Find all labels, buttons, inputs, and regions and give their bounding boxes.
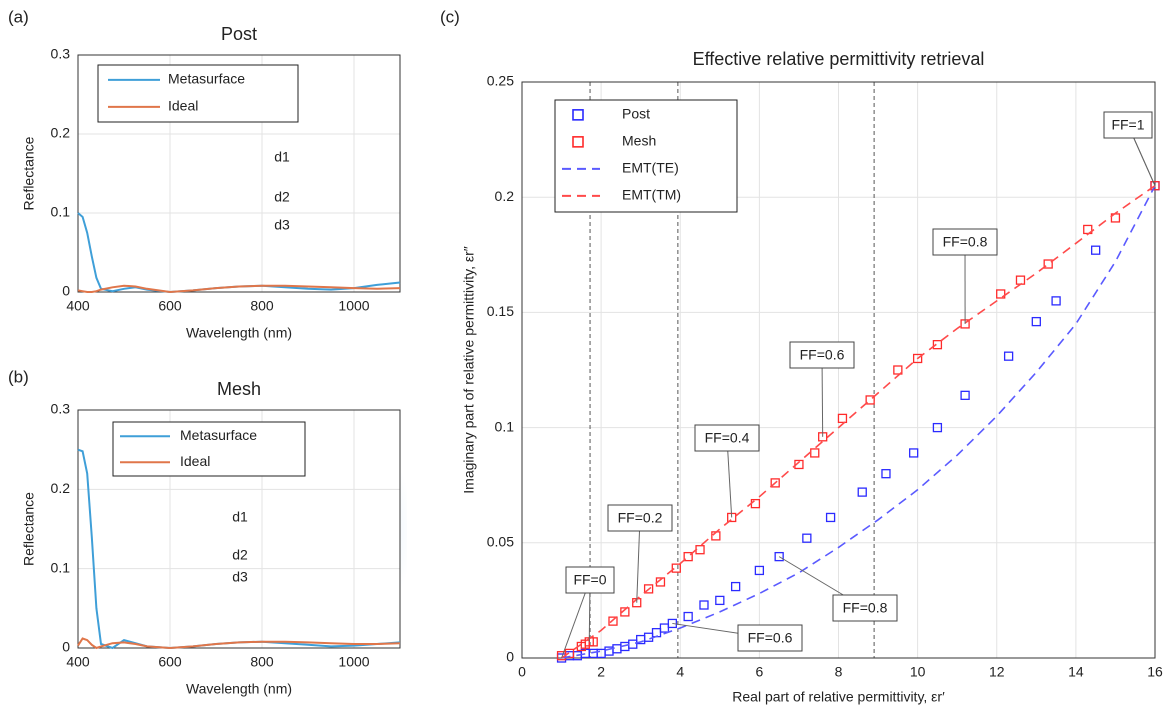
legend-label: EMT(TE) (622, 160, 679, 176)
legend-label: Metasurface (180, 427, 257, 443)
dimension-label: d3 (232, 569, 248, 585)
y-tick-label: 0.2 (495, 188, 515, 204)
x-tick-label: 0 (518, 664, 526, 680)
y-tick-label: 0 (62, 639, 70, 655)
x-axis-label: Wavelength (nm) (186, 325, 292, 341)
x-tick-label: 1000 (338, 298, 369, 314)
dimension-label: d2 (274, 189, 290, 205)
x-axis-label: Wavelength (nm) (186, 681, 292, 697)
y-tick-label: 0.3 (51, 401, 71, 417)
page: 400600800100000.10.20.3(a)PostWavelength… (0, 0, 1165, 710)
x-tick-label: 10 (910, 664, 926, 680)
legend-label: Metasurface (168, 71, 245, 87)
callout-label: FF=1 (1111, 117, 1144, 133)
callout-label: FF=0.2 (618, 510, 663, 526)
callout-label: FF=0 (573, 572, 606, 588)
legend-label: Post (622, 106, 650, 122)
x-tick-label: 1000 (338, 654, 369, 670)
legend-label: Ideal (180, 453, 210, 469)
dimension-label: d1 (232, 509, 248, 525)
dimension-label: d1 (274, 149, 290, 165)
panel-label: (b) (8, 367, 29, 386)
y-tick-label: 0.3 (51, 46, 71, 62)
panel: 400 600 800 1000 0 0.1 0.2 0.3 (b) Mesh Wavelength… (8, 367, 400, 696)
callout-label: FF=0.6 (748, 630, 793, 646)
chart-title: Post (221, 24, 257, 44)
y-tick-label: 0.1 (51, 559, 71, 575)
dimension-label: d3 (274, 217, 290, 233)
x-tick-label: 14 (1068, 664, 1084, 680)
legend-label: EMT(TM) (622, 187, 681, 203)
x-tick-label: 12 (989, 664, 1005, 680)
x-tick-label: 16 (1147, 664, 1163, 680)
legend-label: Mesh (622, 133, 656, 149)
x-tick-label: 800 (250, 654, 274, 670)
legend-label: Ideal (168, 98, 198, 114)
callout-label: FF=0.8 (843, 600, 888, 616)
y-tick-label: 0.25 (487, 73, 514, 89)
x-tick-label: 400 (66, 654, 90, 670)
y-tick-label: 0.1 (51, 204, 71, 220)
x-tick-label: 600 (158, 298, 182, 314)
callout-label: FF=0.4 (705, 430, 750, 446)
chart-title: Mesh (217, 379, 261, 399)
x-tick-label: 800 (250, 298, 274, 314)
y-tick-label: 0.05 (487, 534, 514, 550)
y-tick-label: 0 (506, 649, 514, 665)
dimension-label: d2 (232, 547, 248, 563)
panel-label: (c) (440, 7, 460, 26)
y-axis-label: Reflectance (21, 136, 37, 210)
x-tick-label: 6 (755, 664, 763, 680)
x-tick-label: 4 (676, 664, 684, 680)
callout-label: FF=0.6 (800, 347, 845, 363)
panel: 0 2 4 6 8 10 12 14 16 0 0.05 0.1 0.15 0.2 0.25 (c) Effec… (440, 7, 1163, 704)
y-axis-label: Reflectance (21, 492, 37, 566)
y-axis-label: Imaginary part of relative permittivity,… (461, 246, 477, 493)
x-axis-label: Real part of relative permittivity, εr′ (732, 689, 945, 705)
panel: 400 600 800 1000 0 0.1 0.2 0.3 (a) Post Wavelength… (8, 7, 400, 340)
callout-label: FF=0.8 (943, 234, 988, 250)
y-tick-label: 0.15 (487, 303, 514, 319)
x-tick-label: 400 (66, 298, 90, 314)
y-tick-label: 0.2 (51, 125, 71, 141)
y-tick-label: 0 (62, 283, 70, 299)
x-tick-label: 600 (158, 654, 182, 670)
x-tick-label: 8 (835, 664, 843, 680)
y-tick-label: 0.1 (495, 418, 515, 434)
figure: 400600800100000.10.20.3(a)PostWavelength… (0, 0, 1165, 710)
y-tick-label: 0.2 (51, 480, 71, 496)
x-tick-label: 2 (597, 664, 605, 680)
panel-label: (a) (8, 7, 29, 26)
chart-title: Effective relative permittivity retrieva… (693, 49, 985, 69)
